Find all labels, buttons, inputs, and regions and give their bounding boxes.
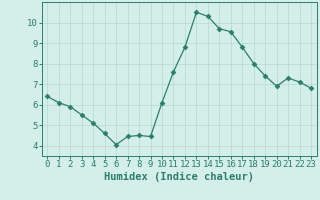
X-axis label: Humidex (Indice chaleur): Humidex (Indice chaleur)	[104, 172, 254, 182]
